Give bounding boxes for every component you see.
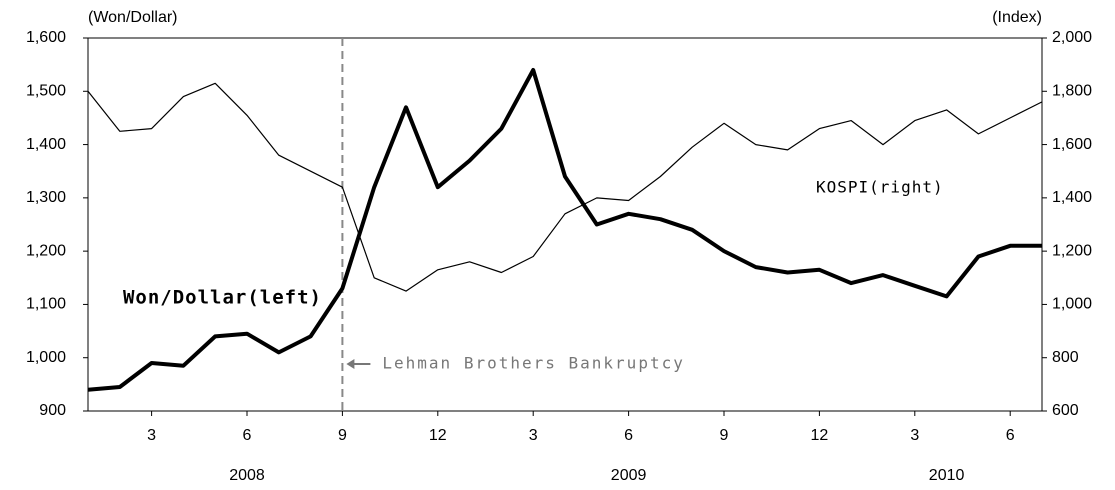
- y-tick-label: 1,200: [26, 242, 66, 259]
- event-label: Lehman Brothers Bankruptcy: [382, 354, 684, 373]
- x-tick-label: 6: [624, 427, 633, 444]
- x-tick-label: 9: [338, 427, 347, 444]
- y2-tick-label: 1,800: [1052, 83, 1092, 100]
- x-tick-label: 12: [429, 427, 447, 444]
- y-tick-label: 1,400: [26, 136, 66, 153]
- y-tick-label: 1,300: [26, 189, 66, 206]
- year-label: 2010: [929, 467, 965, 484]
- x-tick-label: 3: [147, 427, 156, 444]
- year-label: 2008: [229, 467, 265, 484]
- y-tick-label: 1,500: [26, 83, 66, 100]
- y2-tick-label: 1,600: [1052, 136, 1092, 153]
- y-tick-label: 900: [39, 402, 66, 419]
- series-line: [87, 68, 1042, 392]
- series-label: Won/Dollar(left): [123, 287, 322, 309]
- x-tick-label: 6: [1006, 427, 1015, 444]
- y-tick-label: 1,100: [26, 296, 66, 313]
- y-tick-label: 1,000: [26, 349, 66, 366]
- x-tick-label: 6: [243, 427, 252, 444]
- x-tick-label: 12: [811, 427, 829, 444]
- x-tick-label: 3: [910, 427, 919, 444]
- year-label: 2009: [611, 467, 647, 484]
- event-arrow-head: [346, 359, 355, 369]
- y2-tick-label: 1,400: [1052, 189, 1092, 206]
- y2-tick-label: 1,000: [1052, 296, 1092, 313]
- y-tick-label: 1,600: [26, 29, 66, 46]
- series-line: [87, 82, 1043, 292]
- x-tick-label: 9: [720, 427, 729, 444]
- y2-tick-label: 600: [1052, 402, 1079, 419]
- y2-tick-label: 1,200: [1052, 242, 1092, 259]
- series-label: KOSPI(right): [816, 178, 944, 197]
- y2-tick-label: 2,000: [1052, 29, 1092, 46]
- plot-frame: [87, 37, 1043, 412]
- y2-axis-label: (Index): [992, 9, 1042, 26]
- y2-tick-label: 800: [1052, 349, 1079, 366]
- x-tick-label: 3: [529, 427, 538, 444]
- y-axis-label: (Won/Dollar): [88, 9, 178, 26]
